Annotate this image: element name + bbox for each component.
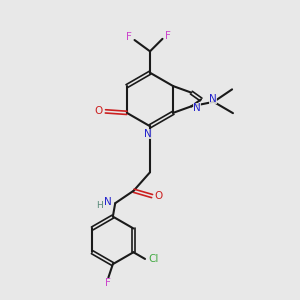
Text: F: F [106, 278, 111, 289]
Text: O: O [95, 106, 103, 116]
Text: O: O [154, 191, 163, 201]
Text: N: N [144, 129, 152, 139]
Text: H: H [96, 201, 103, 210]
Text: Cl: Cl [148, 254, 158, 264]
Text: F: F [126, 32, 131, 42]
Text: N: N [104, 197, 112, 207]
Text: F: F [166, 31, 171, 41]
Text: N: N [209, 94, 217, 104]
Text: N: N [193, 103, 201, 113]
